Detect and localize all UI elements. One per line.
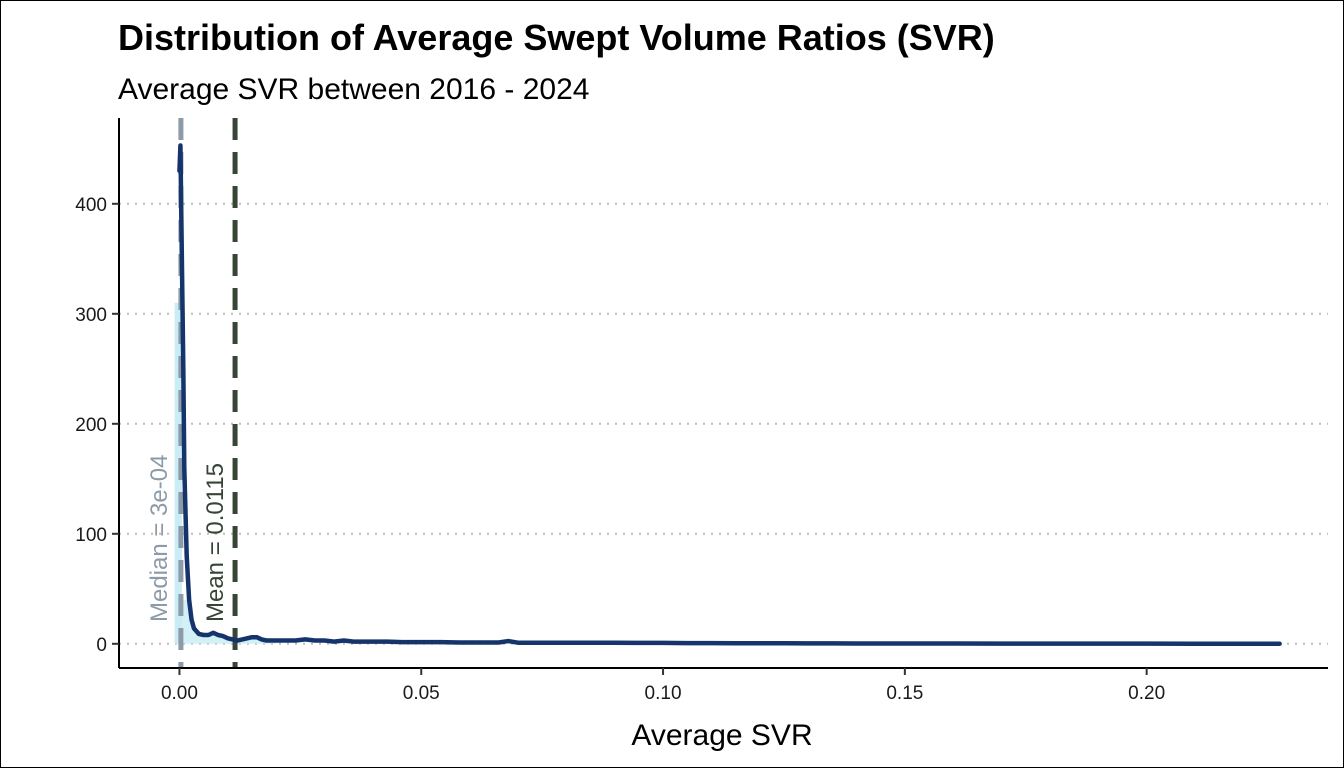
x-tick-label-4: 0.20 — [1128, 683, 1165, 704]
y-tick-label-2: 200 — [75, 415, 107, 436]
x-tick-label-1: 0.05 — [403, 683, 440, 704]
chart-subtitle: Average SVR between 2016 - 2024 — [118, 73, 589, 106]
tick-labels: 0 100 200 300 400 0.00 0.05 0.10 0.15 0.20 — [75, 195, 1165, 704]
x-axis-title: Average SVR — [631, 719, 812, 752]
x-tick-label-3: 0.15 — [886, 683, 923, 704]
x-tick-label-0: 0.00 — [161, 683, 198, 704]
y-tick-label-0: 0 — [96, 635, 107, 656]
median-label: Median = 3e-04 — [146, 455, 173, 622]
density-curve — [177, 143, 1282, 646]
annotations: Median = 3e-04 Mean = 0.0115 — [146, 455, 229, 622]
y-tick-label-4: 400 — [75, 195, 107, 216]
mean-label: Mean = 0.0115 — [202, 463, 229, 622]
reference-lines — [178, 118, 238, 668]
grid-lines — [119, 202, 1328, 645]
axes — [118, 118, 1328, 669]
density-fill-area — [174, 302, 182, 644]
y-tick-label-3: 300 — [75, 305, 107, 326]
y-tick-label-1: 100 — [75, 525, 107, 546]
chart-title: Distribution of Average Swept Volume Rat… — [118, 17, 995, 58]
x-tick-label-2: 0.10 — [645, 683, 682, 704]
density-curve-group — [177, 143, 1282, 646]
